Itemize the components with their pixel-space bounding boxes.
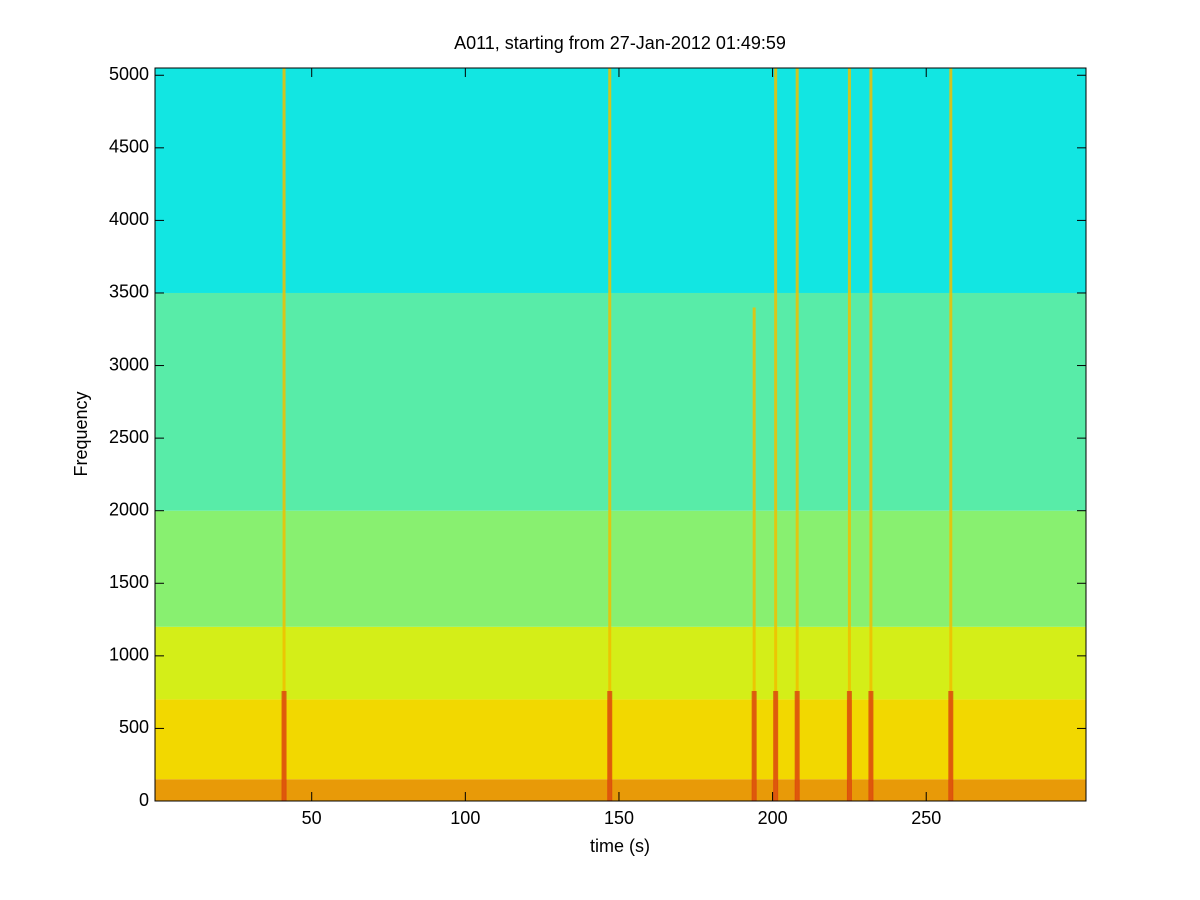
y-tick-label: 4000 bbox=[109, 209, 149, 229]
y-tick-label: 0 bbox=[139, 790, 149, 810]
spectral-band bbox=[155, 779, 1086, 801]
x-tick-label: 100 bbox=[450, 808, 480, 828]
x-tick-label: 250 bbox=[911, 808, 941, 828]
x-tick-label: 200 bbox=[758, 808, 788, 828]
y-tick-label: 500 bbox=[119, 717, 149, 737]
y-tick-label: 3000 bbox=[109, 354, 149, 374]
y-tick-label: 1500 bbox=[109, 572, 149, 592]
spectral-band bbox=[155, 699, 1086, 780]
plot-frame bbox=[154, 67, 1087, 802]
chart-title: A011, starting from 27-Jan-2012 01:49:59 bbox=[454, 33, 786, 53]
y-tick-label: 2000 bbox=[109, 499, 149, 519]
x-tick-label: 50 bbox=[302, 808, 322, 828]
y-axis-label: Frequency bbox=[71, 391, 91, 476]
spectral-band bbox=[155, 510, 1086, 627]
spectral-band bbox=[155, 68, 1086, 293]
spectral-band bbox=[155, 626, 1086, 700]
spectral-band bbox=[155, 292, 1086, 511]
y-tick-label: 5000 bbox=[109, 64, 149, 84]
x-axis-label: time (s) bbox=[590, 836, 650, 856]
y-tick-label: 3500 bbox=[109, 282, 149, 302]
y-tick-label: 1000 bbox=[109, 645, 149, 665]
y-tick-label: 4500 bbox=[109, 137, 149, 157]
y-tick-label: 2500 bbox=[109, 427, 149, 447]
x-tick-label: 150 bbox=[604, 808, 634, 828]
